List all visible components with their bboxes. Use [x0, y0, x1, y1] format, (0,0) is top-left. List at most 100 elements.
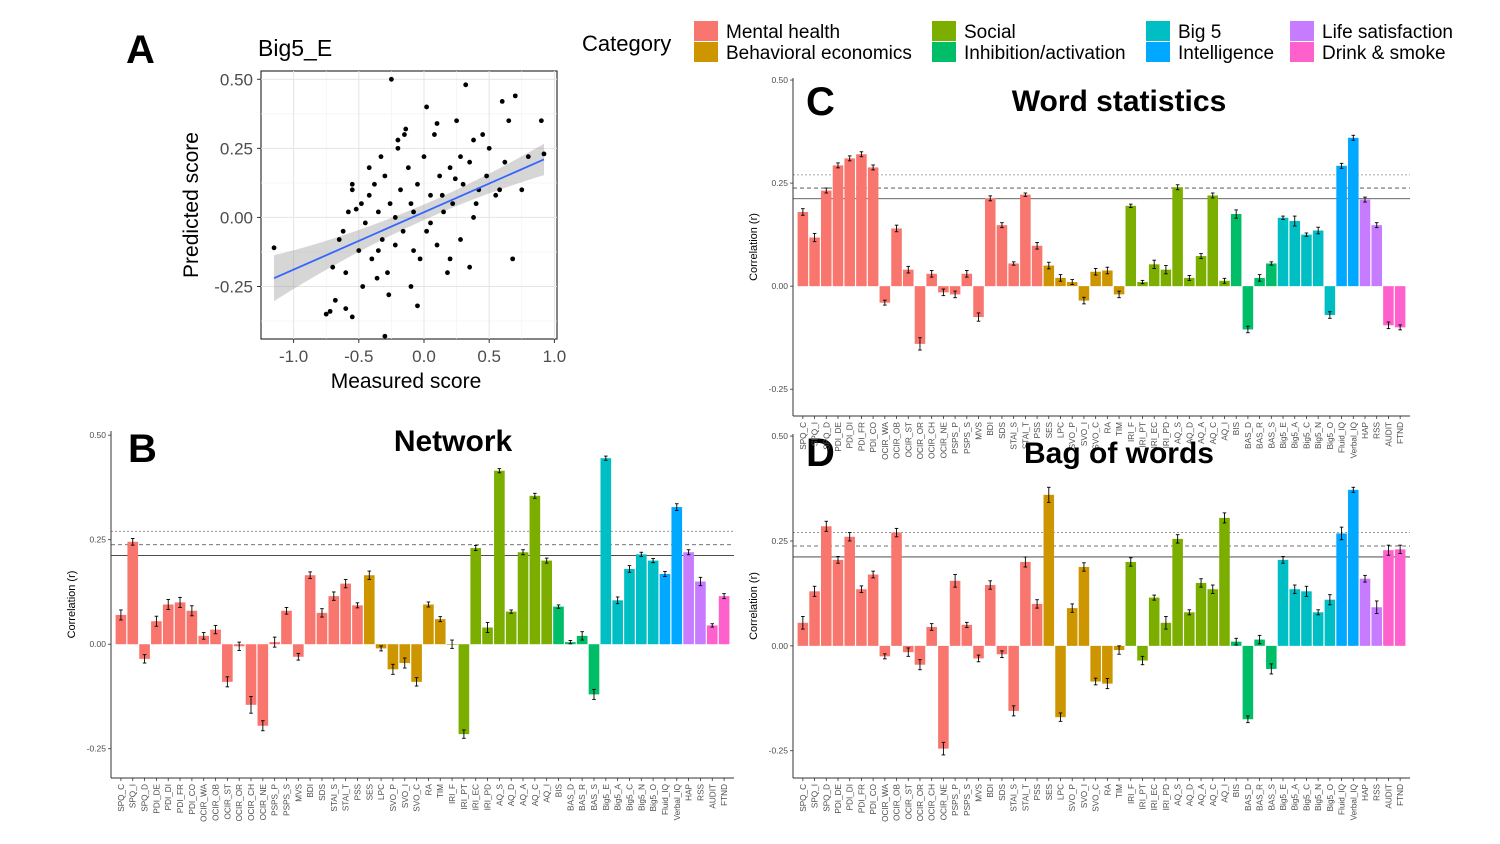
x-tick-label: AQ_D: [1185, 422, 1194, 444]
bar: [718, 596, 730, 645]
x-tick-label: OCIR_CH: [247, 784, 256, 821]
x-tick-label: SVO_C: [1092, 784, 1101, 812]
bar: [695, 581, 706, 645]
bar: [304, 575, 316, 645]
bar: [1348, 489, 1359, 646]
bar: [328, 596, 340, 645]
bar: [809, 591, 820, 646]
x-tick-label: PSS: [1033, 783, 1042, 800]
scatter-point: [447, 165, 453, 171]
bar: [1277, 559, 1289, 646]
x-tick-label: IRI_F: [448, 784, 457, 804]
x-tick-label: AQ_A: [519, 783, 528, 805]
bar: [458, 644, 470, 735]
bar: [387, 644, 399, 670]
x-tick-label: AQ_S: [495, 783, 504, 805]
x-tick-label: SVO_P: [1068, 421, 1077, 449]
y-tick-label: 0.25: [220, 139, 253, 158]
bar: [961, 273, 973, 287]
scatter-point: [424, 104, 430, 110]
x-tick-label: PSPS_P: [271, 783, 280, 815]
bar: [316, 612, 328, 645]
bar: [257, 644, 269, 726]
scatter-point: [366, 165, 372, 171]
bar: [635, 554, 647, 645]
y-tick-label: 0.00: [771, 281, 788, 291]
legend-swatch: [694, 21, 718, 41]
x-tick-label: SPQ_I: [811, 422, 820, 446]
bar: [399, 644, 411, 664]
x-tick-label: MVS: [294, 783, 303, 801]
x-tick-label: -1.0: [279, 347, 308, 366]
x-tick-label: IRI_EC: [1150, 422, 1159, 448]
bar: [1359, 199, 1371, 287]
scatter-point: [415, 181, 420, 187]
y-tick-label: 0.50: [89, 430, 106, 440]
scatter-point: [452, 176, 458, 182]
x-tick-label: AUDIT: [708, 784, 717, 809]
panel-letter-a: A: [126, 28, 155, 72]
bar: [517, 552, 529, 645]
x-tick-label: BDI: [986, 784, 995, 798]
scatter-point: [392, 242, 398, 248]
scatter-point: [519, 187, 525, 193]
y-tick-label: 0.50: [220, 70, 253, 89]
bar: [844, 158, 855, 287]
scatter-point: [360, 284, 366, 289]
x-tick-label: PSPS_P: [951, 783, 960, 815]
x-tick-label: AQ_S: [1174, 783, 1183, 805]
bar: [1195, 256, 1207, 287]
bar: [1160, 269, 1172, 287]
x-tick-label: IRI_F: [1127, 422, 1136, 442]
x-tick-label: AQ_S: [1174, 421, 1183, 443]
confidence-band: [274, 143, 544, 302]
x-tick-label: Fluid_IQ: [1338, 422, 1347, 453]
bar: [1172, 538, 1183, 646]
panel-title: Bag of words: [1024, 437, 1214, 470]
scatter-point: [395, 145, 401, 151]
x-tick-label: Big5_O: [649, 784, 658, 811]
x-tick-label: HAP: [685, 783, 694, 800]
legend-swatch: [694, 42, 718, 62]
bar: [1383, 286, 1394, 326]
bar: [996, 225, 1008, 287]
scatter-point: [375, 209, 381, 215]
bar: [1301, 234, 1312, 287]
bar: [1148, 264, 1160, 287]
bar: [1102, 270, 1113, 287]
legend-label: Behavioral economics: [726, 43, 912, 64]
bar: [482, 627, 493, 645]
x-tick-label: PDI_FR: [857, 422, 866, 451]
x-tick-label: MVS: [975, 421, 984, 439]
bar: [1066, 608, 1078, 646]
x-tick-label: MVS: [975, 783, 984, 801]
x-tick-label: BAS_D: [566, 784, 575, 811]
scatter-point: [473, 201, 479, 207]
scatter-point: [356, 248, 362, 253]
x-tick-label: STAI_S: [330, 783, 339, 811]
y-axis-label: Correlation (r): [66, 571, 78, 639]
bar: [1043, 494, 1055, 646]
bar: [1078, 566, 1090, 646]
bar: [1102, 645, 1113, 684]
bar: [926, 273, 937, 287]
bar: [844, 536, 855, 646]
x-tick-label: BDI: [306, 784, 315, 798]
x-tick-label: SVO_I: [401, 784, 410, 808]
y-tick-label: -0.25: [87, 744, 107, 754]
x-tick-label: OCIR_WA: [881, 783, 890, 821]
scatter-point: [398, 187, 403, 193]
x-tick-label: SES: [365, 783, 374, 800]
panel-letter-c: C: [806, 80, 835, 124]
x-tick-label: PDI_FR: [176, 784, 185, 813]
bar: [529, 495, 541, 645]
x-tick-label: BAS_S: [590, 783, 599, 810]
y-axis-label: Predicted score: [180, 132, 203, 278]
x-tick-label: AQ_A: [1197, 783, 1206, 805]
bar: [891, 532, 902, 646]
bar: [832, 559, 844, 646]
bar: [914, 286, 926, 344]
x-tick-label: Big5_E: [1279, 421, 1288, 448]
x-tick-label: Big5_E: [602, 783, 611, 810]
